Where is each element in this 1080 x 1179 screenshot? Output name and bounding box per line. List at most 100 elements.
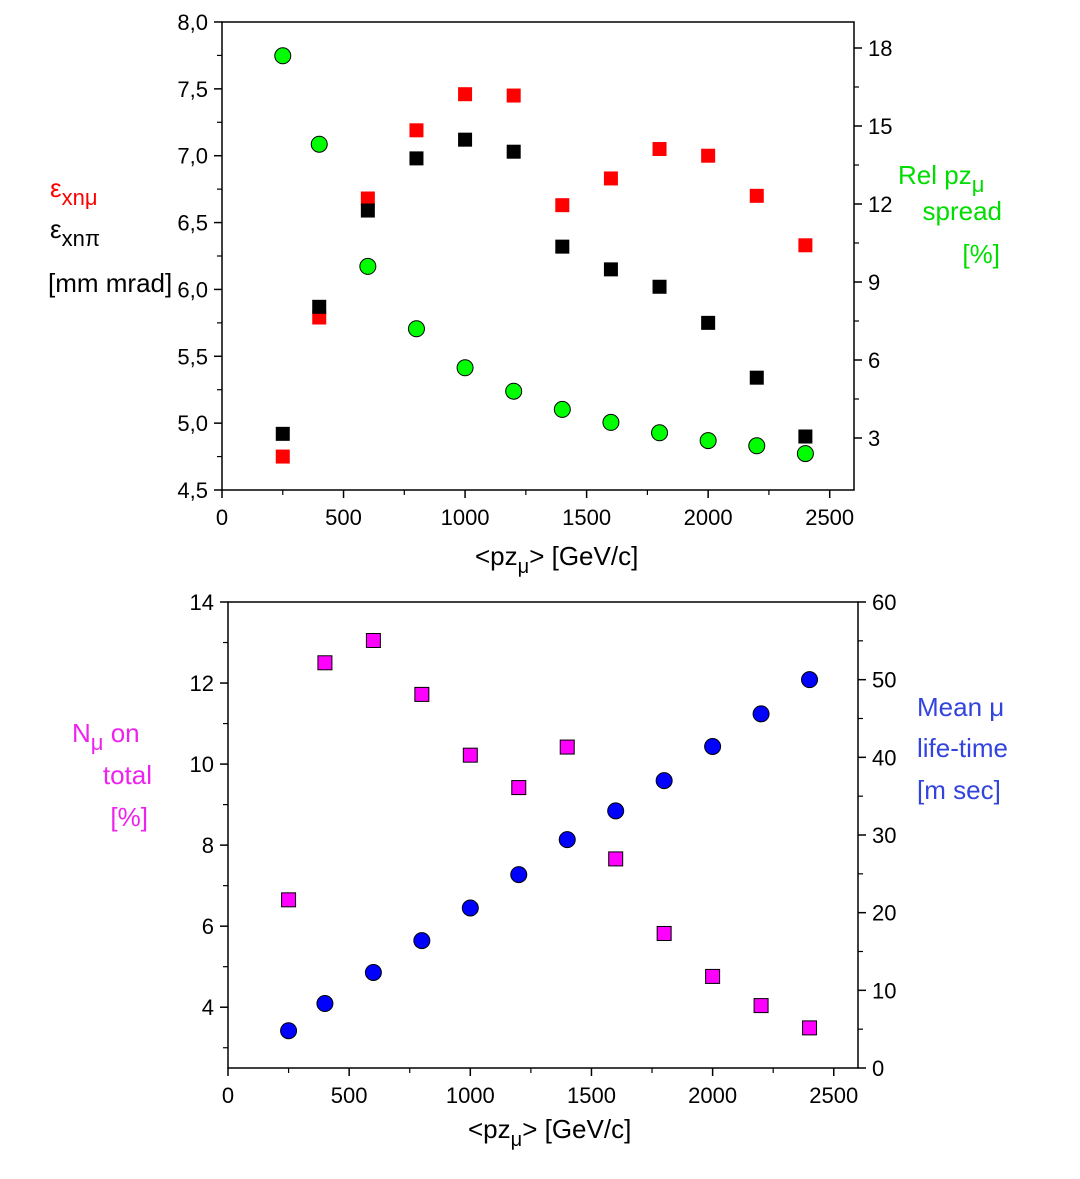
top-series-2-point — [456, 359, 474, 377]
top-y2-tick-label: 6 — [868, 348, 880, 373]
bottom-series-1-point — [364, 963, 382, 981]
top-series-1-point — [603, 262, 618, 277]
top-y2-tick-label: 9 — [868, 270, 880, 295]
bottom-x-tick-label: 1500 — [567, 1083, 616, 1108]
bottom-series-0-point — [365, 632, 381, 648]
top-left-label-units: [mm mrad] — [48, 268, 172, 298]
bottom-left-label-units: [%] — [110, 802, 148, 832]
top-y-tick-label: 4,5 — [177, 478, 208, 503]
top-series-1-point — [798, 429, 813, 444]
bottom-series-1-point — [461, 899, 479, 917]
bottom-series-0-point — [608, 851, 624, 867]
bottom-y-tick-label: 10 — [190, 752, 214, 777]
bottom-y2-tick-label: 20 — [872, 901, 896, 926]
bottom-left-label-n-mu: Nμ on — [72, 718, 140, 755]
top-series-2-point — [310, 135, 328, 153]
top-series-1-point — [506, 144, 521, 159]
bottom-y2-tick-label: 10 — [872, 978, 896, 1003]
top-series-2-point — [602, 413, 620, 431]
top-y-tick-label: 8,0 — [177, 10, 208, 35]
bottom-series-1-point — [655, 772, 673, 790]
top-series-0-point — [603, 171, 618, 186]
bottom-y-tick-label: 14 — [190, 590, 214, 615]
bottom-right-label-lifetime: life-time — [917, 733, 1008, 763]
top-series-2-point — [359, 257, 377, 275]
top-series-0-point — [749, 188, 764, 203]
bottom-series-0-point — [802, 1020, 818, 1036]
top-series-2-point — [407, 320, 425, 338]
bottom-y2-tick-label: 50 — [872, 668, 896, 693]
top-data-marks — [274, 47, 814, 464]
top-x-tick-label: 500 — [325, 505, 362, 530]
top-series-0-point — [360, 191, 375, 206]
bottom-x-tick-label: 1000 — [446, 1083, 495, 1108]
top-series-0-point — [701, 148, 716, 163]
bottom-series-1-point — [316, 995, 334, 1013]
bottom-series-0-point — [462, 747, 478, 763]
bottom-series-0-point — [753, 998, 769, 1014]
top-y-tick-label: 6,0 — [177, 277, 208, 302]
top-series-0-point — [652, 142, 667, 157]
top-series-2-point — [553, 400, 571, 418]
bottom-series-0-point — [511, 780, 527, 796]
bottom-series-1-point — [607, 802, 625, 820]
top-left-label-emittance-pi: εxnπ — [50, 214, 100, 251]
bottom-x-tick-label: 500 — [331, 1083, 368, 1108]
top-y-tick-label: 6,5 — [177, 211, 208, 236]
top-y-tick-label: 7,0 — [177, 144, 208, 169]
top-series-0-point — [506, 88, 521, 103]
top-y2-tick-label: 15 — [868, 114, 892, 139]
top-series-0-point — [275, 449, 290, 464]
bottom-y2-tick-label: 60 — [872, 590, 896, 615]
top-series-2-point — [699, 432, 717, 450]
top-series-1-point — [409, 151, 424, 166]
bottom-series-1-point — [801, 671, 819, 689]
top-series-2-point — [796, 445, 814, 463]
bottom-right-label-mean-mu: Mean μ — [917, 692, 1004, 722]
bottom-series-0-point — [705, 968, 721, 984]
top-series-1-point — [701, 315, 716, 330]
bottom-series-0-point — [281, 892, 297, 908]
bottom-series-0-point — [559, 739, 575, 755]
top-series-2-point — [651, 424, 669, 442]
bottom-y-tick-label: 6 — [202, 914, 214, 939]
top-series-2-point — [748, 437, 766, 455]
bottom-axis-ticks: 0 500 1000 1500 2000 2500 4 6 8 10 12 14 0 10 20 30 40 50… — [190, 590, 897, 1108]
bottom-series-0-point — [317, 655, 333, 671]
top-right-label-units: [%] — [962, 239, 1000, 269]
top-plot-frame — [221, 21, 855, 491]
bottom-series-1-point — [752, 705, 770, 723]
top-series-1-point — [312, 299, 327, 314]
top-axis-ticks: 0 500 1000 1500 2000 2500 4,5 5,0 5,5 6,0 6,5 7,0 7,… — [177, 10, 892, 530]
bottom-series-1-point — [704, 737, 722, 755]
top-x-tick-label: 2000 — [684, 505, 733, 530]
bottom-y2-tick-label: 30 — [872, 823, 896, 848]
top-series-2-point — [505, 382, 523, 400]
bottom-data-marks — [280, 632, 819, 1040]
bottom-series-1-point — [558, 831, 576, 849]
top-series-0-point — [798, 238, 813, 253]
top-series-1-point — [555, 239, 570, 254]
top-series-1-point — [458, 132, 473, 147]
bottom-series-0-point — [414, 686, 430, 702]
bottom-y-tick-label: 8 — [202, 833, 214, 858]
top-series-0-point — [555, 198, 570, 213]
bottom-x-tick-label: 0 — [222, 1083, 234, 1108]
top-y-tick-label: 5,5 — [177, 344, 208, 369]
top-series-1-point — [652, 279, 667, 294]
top-left-label-emittance-mu: εxnμ — [50, 173, 98, 210]
bottom-x-tick-label: 2000 — [688, 1083, 737, 1108]
top-series-1-point — [749, 370, 764, 385]
bottom-left-label-total: total — [103, 760, 152, 790]
top-series-0-point — [312, 310, 327, 325]
top-x-tick-label: 1500 — [562, 505, 611, 530]
top-y-tick-label: 7,5 — [177, 77, 208, 102]
top-right-label-spread: spread — [923, 196, 1003, 226]
top-series-0-point — [409, 123, 424, 138]
top-series-2-point — [274, 47, 292, 65]
top-x-tick-label: 0 — [216, 505, 228, 530]
bottom-series-1-point — [510, 866, 528, 884]
top-series-1-point — [275, 426, 290, 441]
bottom-series-1-point — [413, 932, 431, 950]
top-y-tick-label: 5,0 — [177, 411, 208, 436]
